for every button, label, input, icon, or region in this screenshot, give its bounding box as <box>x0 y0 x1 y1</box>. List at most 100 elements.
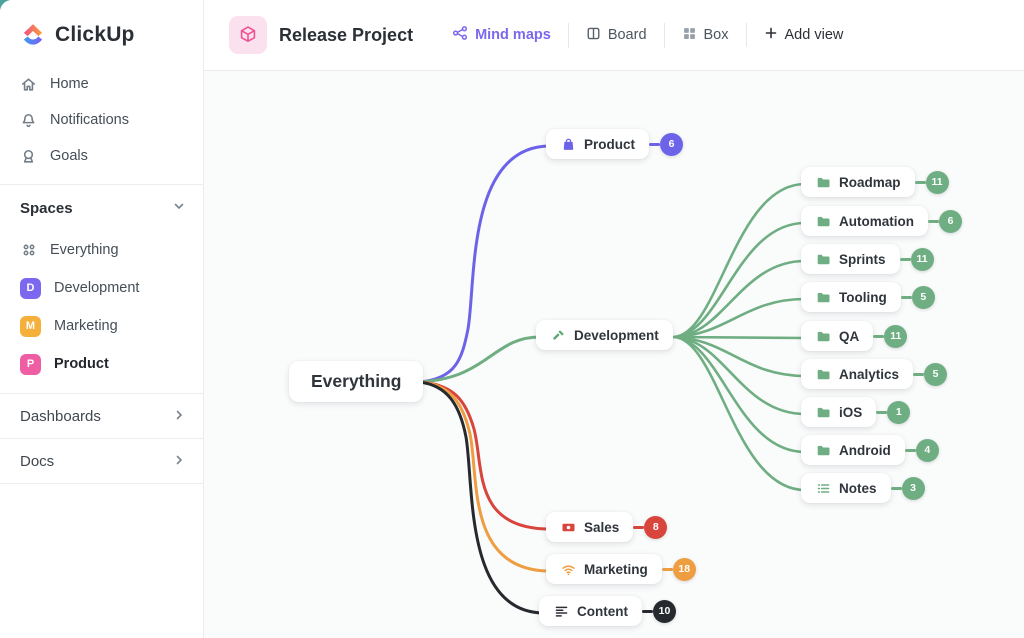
task-count-badge[interactable]: 11 <box>925 170 949 194</box>
badge-connector <box>899 257 911 261</box>
sidebar-divider <box>0 393 203 394</box>
node-box[interactable]: iOS <box>801 397 877 427</box>
node-label: Content <box>577 603 628 619</box>
mindmap-node-everything: Everything <box>289 361 424 402</box>
node-box[interactable]: Analytics <box>801 359 914 389</box>
space-avatar-product: P <box>20 353 41 375</box>
goals-icon <box>20 148 37 165</box>
tab-board[interactable]: Board <box>567 22 664 48</box>
mindmap-node-development: Development <box>536 320 673 350</box>
tab-label: Mind maps <box>475 27 551 43</box>
space-label: Product <box>54 356 109 372</box>
node-box[interactable]: Roadmap <box>801 167 915 197</box>
node-label: Marketing <box>584 561 648 577</box>
clickup-logo[interactable]: ClickUp <box>0 0 203 50</box>
task-count-badge[interactable]: 8 <box>644 515 668 539</box>
mindmap-node-qa: QA 11 <box>801 321 908 351</box>
node-box[interactable]: Development <box>536 320 673 350</box>
folder-icon <box>815 442 831 458</box>
node-box[interactable]: Marketing <box>546 554 662 584</box>
folder-icon <box>815 251 831 267</box>
main-area: Release Project Mind maps Board <box>204 0 1024 638</box>
badge-connector <box>633 525 645 529</box>
node-box[interactable]: Tooling <box>801 282 901 312</box>
plus-icon <box>764 26 778 44</box>
mindmap-node-sprints: Sprints 11 <box>801 244 934 274</box>
mindmap-node-android: Android 4 <box>801 435 939 465</box>
chevron-right-icon <box>173 408 185 425</box>
node-box[interactable]: Automation <box>801 206 928 236</box>
mindmap-node-roadmap: Roadmap 11 <box>801 167 949 197</box>
mindmap-node-notes: Notes 3 <box>801 473 925 503</box>
folder-icon <box>815 289 831 305</box>
sidebar-item-home[interactable]: Home <box>0 66 203 102</box>
tab-label: Box <box>703 27 729 43</box>
task-count-badge[interactable]: 6 <box>939 209 962 233</box>
sidebar-divider <box>0 483 203 484</box>
node-box[interactable]: Sales <box>546 512 634 542</box>
node-box[interactable]: Notes <box>801 473 891 503</box>
view-header: Release Project Mind maps Board <box>204 0 1024 70</box>
node-box[interactable]: Everything <box>289 361 424 402</box>
wifi-icon <box>560 561 576 577</box>
sidebar: ClickUp Home Notifications Goals <box>0 0 204 638</box>
tab-label: Board <box>607 27 647 43</box>
task-count-badge[interactable]: 1 <box>887 400 911 424</box>
sidebar-item-everything[interactable]: Everything <box>0 231 203 269</box>
mindmap-node-content: Content 10 <box>539 596 676 626</box>
badge-connector <box>900 295 912 299</box>
banknote-icon <box>560 519 576 535</box>
space-label: Everything <box>50 242 119 258</box>
task-count-badge[interactable]: 11 <box>884 324 908 348</box>
badge-connector <box>928 219 939 223</box>
grid-dots-icon <box>20 242 37 259</box>
node-box[interactable]: Product <box>546 129 650 159</box>
space-label: Marketing <box>54 318 118 334</box>
task-count-badge[interactable]: 4 <box>915 438 939 462</box>
node-label: Development <box>574 327 659 343</box>
mindmap-node-analytics: Analytics 5 <box>801 359 948 389</box>
sidebar-item-product[interactable]: P Product <box>0 345 203 383</box>
badge-connector <box>649 142 661 146</box>
sidebar-item-goals[interactable]: Goals <box>0 138 203 174</box>
sidebar-item-marketing[interactable]: M Marketing <box>0 307 203 345</box>
node-box[interactable]: Android <box>801 435 905 465</box>
box-grid-icon <box>682 26 697 45</box>
task-count-badge[interactable]: 5 <box>924 362 948 386</box>
task-count-badge[interactable]: 11 <box>910 247 934 271</box>
tab-mind-maps[interactable]: Mind maps <box>435 22 568 48</box>
mindmap-node-automation: Automation 6 <box>801 206 962 236</box>
node-label: Analytics <box>839 366 900 382</box>
task-count-badge[interactable]: 10 <box>653 599 676 623</box>
node-label: Notes <box>839 480 877 496</box>
spaces-section-header[interactable]: Spaces <box>0 185 203 231</box>
brand-name: ClickUp <box>55 23 135 46</box>
node-label: Sprints <box>839 251 886 267</box>
sidebar-divider <box>0 438 203 439</box>
add-view-button[interactable]: Add view <box>745 23 861 47</box>
tab-box[interactable]: Box <box>663 22 746 48</box>
bell-icon <box>20 112 37 129</box>
mindmap-node-tooling: Tooling 5 <box>801 282 935 312</box>
sidebar-item-development[interactable]: D Development <box>0 269 203 307</box>
node-box[interactable]: QA <box>801 321 874 351</box>
sidebar-item-label: Notifications <box>50 112 129 128</box>
task-count-badge[interactable]: 18 <box>672 557 696 581</box>
task-count-badge[interactable]: 3 <box>901 476 925 500</box>
badge-connector <box>661 567 673 571</box>
list-icon <box>815 480 831 496</box>
node-box[interactable]: Content <box>539 596 642 626</box>
sidebar-item-dashboards[interactable]: Dashboards <box>0 394 203 438</box>
node-label: Roadmap <box>839 174 901 190</box>
task-count-badge[interactable]: 6 <box>660 132 684 156</box>
link-label: Docs <box>20 452 55 470</box>
add-view-label: Add view <box>784 27 844 43</box>
sidebar-item-docs[interactable]: Docs <box>0 439 203 483</box>
mindmap-canvas[interactable]: Everything Product 6 <box>204 70 1024 638</box>
node-label: iOS <box>839 404 863 420</box>
node-box[interactable]: Sprints <box>801 244 900 274</box>
sidebar-item-notifications[interactable]: Notifications <box>0 102 203 138</box>
task-count-badge[interactable]: 5 <box>911 285 935 309</box>
node-label: Automation <box>839 213 914 229</box>
